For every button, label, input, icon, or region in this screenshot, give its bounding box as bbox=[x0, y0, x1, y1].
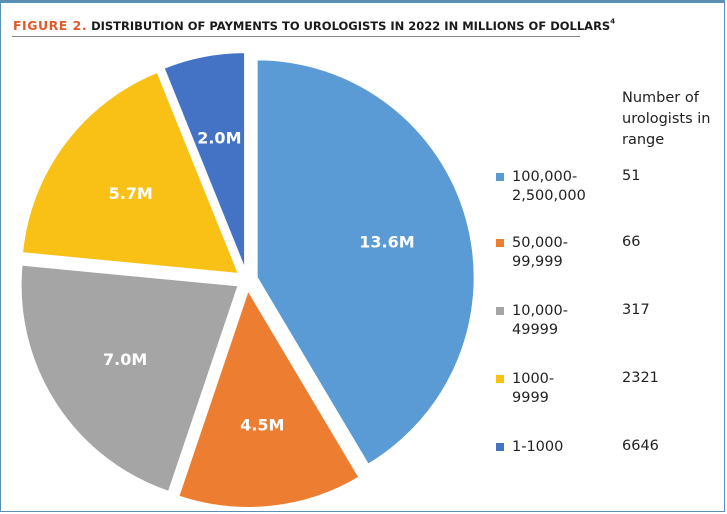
slice-label-1: 13.6M bbox=[359, 233, 414, 252]
legend-label: 1-1000 bbox=[512, 439, 564, 455]
slice-label-2: 4.5M bbox=[240, 415, 284, 434]
legend-swatch bbox=[496, 307, 504, 315]
title-divider bbox=[12, 36, 580, 37]
chart-title: DISTRIBUTION OF PAYMENTS TO UROLOGISTS I… bbox=[91, 19, 611, 33]
slice-label-3: 7.0M bbox=[103, 350, 147, 369]
urologist-count-4: 2321 bbox=[622, 370, 659, 386]
pie-slice-2 bbox=[177, 287, 361, 509]
slice-label-5: 2.0M bbox=[197, 128, 241, 147]
legend-label: 1000- 9999 bbox=[512, 371, 555, 406]
pie-slice-4 bbox=[20, 70, 241, 276]
pie-slice-5 bbox=[162, 51, 247, 271]
pie-slice-1 bbox=[255, 58, 476, 467]
legend-label: 100,000- 2,500,000 bbox=[512, 169, 586, 204]
urologist-count-5: 6646 bbox=[622, 438, 659, 454]
legend-swatch bbox=[496, 443, 504, 451]
slice-label-4: 5.7M bbox=[109, 184, 153, 203]
urologist-count-3: 317 bbox=[622, 302, 650, 318]
figure-label: FIGURE 2. bbox=[13, 18, 88, 33]
urologist-count-2: 66 bbox=[622, 234, 641, 250]
count-column-header: Number of urologists in range bbox=[622, 90, 711, 148]
title-superscript: 4 bbox=[610, 17, 616, 26]
legend-label: 50,000- 99,999 bbox=[512, 235, 568, 270]
legend-swatch bbox=[496, 375, 504, 383]
legend-label: 10,000- 49999 bbox=[512, 303, 568, 338]
urologist-count-1: 51 bbox=[622, 168, 641, 184]
legend-swatch bbox=[496, 173, 504, 181]
figure-title: FIGURE 2. DISTRIBUTION OF PAYMENTS TO URO… bbox=[13, 15, 615, 34]
legend-swatch bbox=[496, 239, 504, 247]
pie-slice-3 bbox=[19, 263, 240, 494]
